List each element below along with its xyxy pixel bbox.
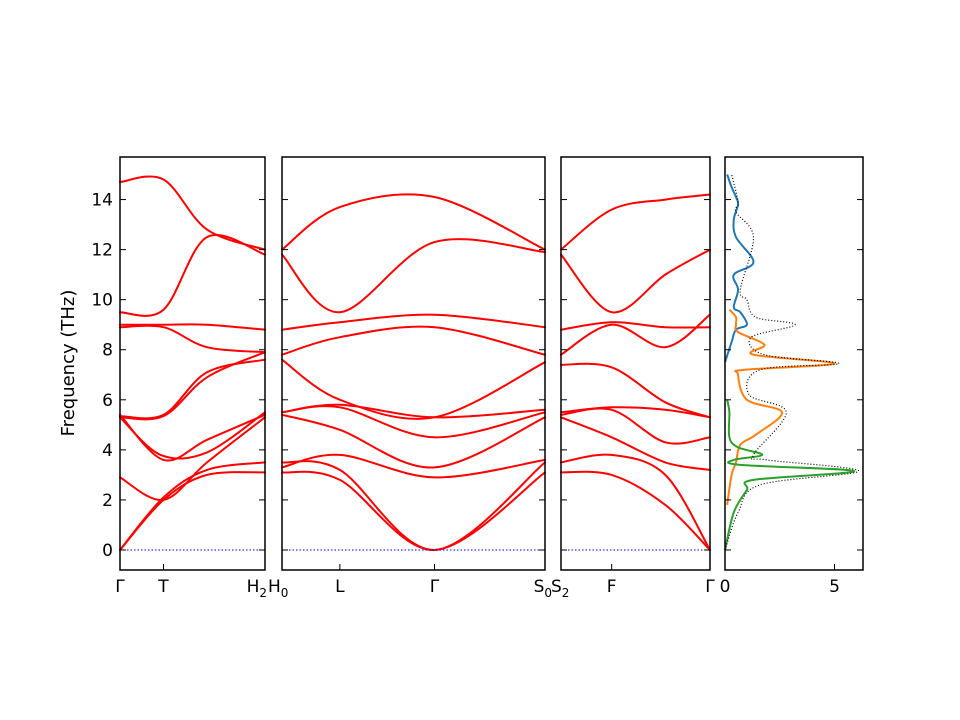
k-point-label: H0 — [268, 577, 288, 600]
panel-frame — [560, 156, 711, 571]
band-structure-plot: 0 2 4 6 8 10 12 14 Γ T H2 H0 L Γ S0 S2 F Γ — [91, 156, 715, 600]
y-axis-label: Frequency (THz) — [58, 290, 79, 437]
panel-frame — [281, 156, 546, 571]
phonon-band — [119, 323, 266, 331]
k-point-label: L — [335, 577, 345, 597]
panel-frame — [119, 156, 266, 571]
phonon-band — [119, 413, 266, 462]
phonon-band — [119, 416, 266, 501]
band-panel: S2 F Γ — [551, 156, 715, 600]
phonon-band — [281, 413, 546, 469]
phonon-band — [281, 193, 546, 251]
k-point-label: S0 — [534, 577, 552, 600]
k-point-label: Γ — [705, 577, 715, 597]
phonon-band — [281, 470, 546, 552]
phonon-band — [119, 324, 266, 354]
phonon-band — [281, 238, 546, 314]
phonon-band — [560, 193, 711, 251]
phonon-band — [281, 403, 546, 419]
y-tick-label: 4 — [102, 441, 113, 461]
k-point-label: Γ — [115, 577, 125, 597]
phonon-band — [281, 358, 546, 420]
y-tick-label: 12 — [91, 241, 113, 261]
k-point-label: H2 — [247, 577, 267, 600]
phonon-band — [119, 471, 266, 551]
phonon-band — [560, 248, 711, 314]
phonon-band — [281, 460, 546, 552]
phonon-band — [560, 453, 711, 551]
dos-series-line — [724, 399, 856, 551]
dos-series-line — [726, 309, 836, 506]
phonon-band — [119, 358, 266, 420]
y-tick-label: 14 — [91, 191, 113, 211]
phonon-band — [560, 362, 711, 419]
x-tick-label: 5 — [829, 577, 840, 597]
dos-series-line — [724, 174, 755, 363]
k-point-label: S2 — [551, 577, 569, 600]
phonon-band — [560, 416, 711, 471]
phonon-band — [281, 325, 546, 356]
phonon-band — [281, 453, 546, 479]
phonon-band — [560, 470, 711, 551]
band-panel: 0 2 4 6 8 10 12 14 Γ T H2 — [91, 156, 267, 600]
y-tick-label: 0 — [102, 541, 113, 561]
x-tick-label: 0 — [720, 577, 731, 597]
phonon-band — [119, 461, 266, 551]
phonon-band — [560, 321, 711, 331]
y-tick-label: 10 — [91, 291, 113, 311]
dos-frame — [724, 156, 864, 571]
y-tick-label: 8 — [102, 341, 113, 361]
phonon-band — [560, 313, 711, 356]
k-point-label: Γ — [430, 577, 440, 597]
y-tick-label: 6 — [102, 391, 113, 411]
phonon-band — [281, 405, 546, 439]
k-point-label: F — [607, 577, 617, 597]
phonon-band — [281, 313, 546, 331]
k-point-label: T — [157, 577, 169, 597]
phonon-band — [119, 175, 266, 251]
phonon-band — [119, 234, 266, 317]
y-tick-label: 2 — [102, 491, 113, 511]
band-panel: H0 L Γ S0 — [268, 156, 552, 600]
phonon-band — [119, 351, 266, 421]
phonon-band — [560, 406, 711, 419]
